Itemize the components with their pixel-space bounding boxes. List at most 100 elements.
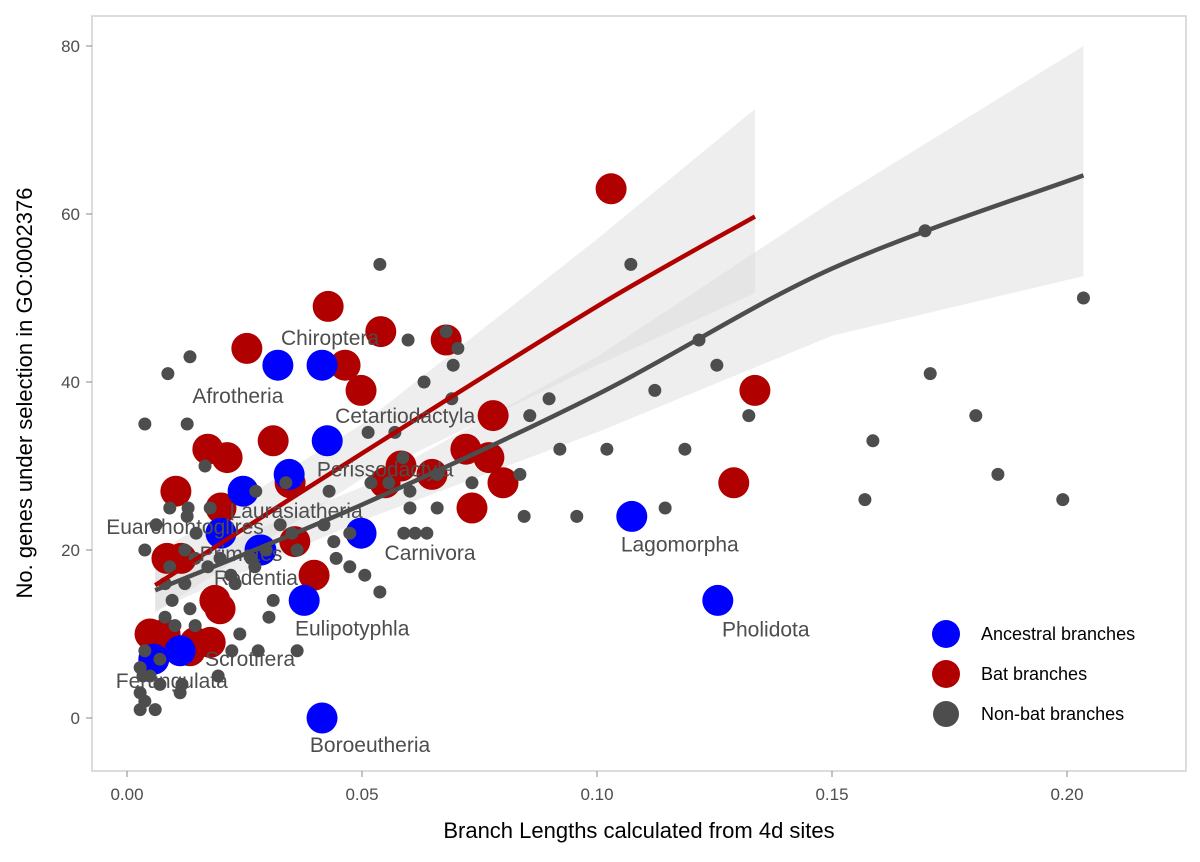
ancestral-branch-point bbox=[345, 517, 377, 549]
non-bat-branch-point bbox=[710, 358, 724, 372]
bat-branch-point bbox=[718, 467, 750, 499]
legend-label: Bat branches bbox=[981, 664, 1087, 684]
x-axis: 0.00 0.05 0.10 0.15 0.20 bbox=[110, 771, 1084, 804]
y-axis: 0 20 40 60 80 bbox=[61, 37, 92, 728]
non-bat-branch-point bbox=[203, 501, 217, 515]
y-tick-label: 60 bbox=[61, 205, 80, 224]
non-bat-branch-point bbox=[180, 417, 194, 431]
x-tick-label: 0.15 bbox=[815, 785, 848, 804]
non-bat-branch-point bbox=[648, 383, 662, 397]
non-bat-branch-point bbox=[858, 493, 872, 507]
ancestral-branch-point bbox=[288, 584, 320, 616]
non-bat-branch-point bbox=[991, 467, 1005, 481]
point-label: Lagomorpha bbox=[621, 533, 739, 556]
non-bat-branch-point bbox=[198, 459, 212, 473]
non-bat-branch-point bbox=[343, 526, 357, 540]
non-bat-branch-point bbox=[183, 350, 197, 364]
non-bat-branch-point bbox=[148, 703, 162, 717]
non-bat-branch-point bbox=[178, 543, 192, 557]
ancestral-branch-point bbox=[616, 500, 648, 532]
bat-branch-point bbox=[595, 173, 627, 205]
non-bat-branch-point bbox=[133, 703, 147, 717]
non-bat-branch-point bbox=[517, 509, 531, 523]
non-bat-branch-point bbox=[290, 543, 304, 557]
non-bat-branch-point bbox=[542, 392, 556, 406]
point-label: Scrotifera bbox=[205, 648, 295, 671]
non-bat-branch-point bbox=[273, 518, 287, 532]
non-bat-branch-point bbox=[249, 484, 263, 498]
bat-branch-point bbox=[456, 492, 488, 524]
point-label: Ferungulata bbox=[116, 670, 228, 693]
legend-label: Ancestral branches bbox=[981, 624, 1135, 644]
bat-branch-point bbox=[211, 442, 243, 474]
x-axis-title: Branch Lengths calculated from 4d sites bbox=[443, 818, 834, 843]
bat-branch-point bbox=[487, 467, 519, 499]
non-bat-branch-point bbox=[183, 602, 197, 616]
non-bat-branch-point bbox=[969, 409, 983, 423]
point-label: Cetartiodactyla bbox=[335, 405, 475, 428]
non-bat-branch-point bbox=[658, 501, 672, 515]
legend-label: Non-bat branches bbox=[981, 704, 1124, 724]
non-bat-branch-point bbox=[158, 610, 172, 624]
bat-branch-point bbox=[365, 316, 397, 348]
non-bat-branch-point bbox=[189, 526, 203, 540]
non-bat-branch-point bbox=[329, 551, 343, 565]
bat-branch-point bbox=[205, 492, 237, 524]
non-bat-branch-point bbox=[678, 442, 692, 456]
bat-branch-point bbox=[204, 593, 236, 625]
y-tick-label: 80 bbox=[61, 37, 80, 56]
point-labels: Chiroptera Afrotheria Cetartiodactyla Peris… bbox=[106, 327, 810, 757]
point-label: Pholidota bbox=[722, 618, 810, 641]
ancestral-branch-point bbox=[227, 475, 259, 507]
non-bat-branch-point bbox=[420, 526, 434, 540]
non-bat-branch-point bbox=[430, 501, 444, 515]
non-bat-branch-point bbox=[266, 593, 280, 607]
legend-key bbox=[932, 660, 960, 688]
bat-branch-point bbox=[298, 559, 330, 591]
non-bat-branch-point bbox=[396, 451, 410, 465]
non-bat-branch-point bbox=[163, 560, 177, 574]
non-bat-branch-point bbox=[361, 425, 375, 439]
non-bat-branch-point bbox=[322, 484, 336, 498]
non-bat-branch-point bbox=[175, 677, 189, 691]
ancestral-branch-point bbox=[164, 635, 196, 667]
non-bat-branch-point bbox=[153, 677, 167, 691]
non-bat-branch-point bbox=[373, 257, 387, 271]
bat-branch-point bbox=[312, 290, 344, 322]
non-bat-branch-point bbox=[233, 627, 247, 641]
non-bat-branch-point bbox=[446, 358, 460, 372]
non-bat-branch-point bbox=[1076, 291, 1090, 305]
bat-branch-point bbox=[739, 374, 771, 406]
non-bat-branch-point bbox=[165, 593, 179, 607]
point-label: Laurasiatheria bbox=[230, 500, 363, 523]
non-bat-branch-point bbox=[513, 467, 527, 481]
non-bat-branch-point bbox=[211, 669, 225, 683]
non-bat-branch-point bbox=[403, 484, 417, 498]
non-bat-branch-point bbox=[553, 442, 567, 456]
non-bat-branch-point bbox=[290, 644, 304, 658]
ancestral-branch-point bbox=[306, 349, 338, 381]
point-label: Euarchontoglires bbox=[106, 516, 264, 539]
non-bat-branch-point bbox=[1056, 493, 1070, 507]
bat-branch-point bbox=[477, 400, 509, 432]
non-bat-branch-point bbox=[136, 669, 150, 683]
non-bat-branch-point bbox=[161, 367, 175, 381]
non-bat-branch-point bbox=[188, 619, 202, 633]
non-bat-branch-point bbox=[343, 560, 357, 574]
non-bat-branch-point bbox=[279, 476, 293, 490]
non-bat-branch-point bbox=[327, 535, 341, 549]
legend: Ancestral branches Bat branches Non-bat br… bbox=[932, 620, 1135, 727]
non-bat-branch-point bbox=[382, 476, 396, 490]
point-label: Eulipotyphla bbox=[295, 617, 410, 640]
x-tick-label: 0.10 bbox=[580, 785, 613, 804]
non-bat-branch-point bbox=[570, 509, 584, 523]
non-bat-branch-point bbox=[523, 409, 537, 423]
point-label: Carnivora bbox=[385, 542, 476, 565]
non-bat-branch-point bbox=[251, 644, 265, 658]
y-tick-label: 40 bbox=[61, 373, 80, 392]
ancestral-branch-point bbox=[702, 584, 734, 616]
bat-branch-point bbox=[160, 475, 192, 507]
plot-panel bbox=[91, 15, 1187, 772]
non-bat-branch-point bbox=[262, 610, 276, 624]
non-bat-branch-point bbox=[408, 526, 422, 540]
